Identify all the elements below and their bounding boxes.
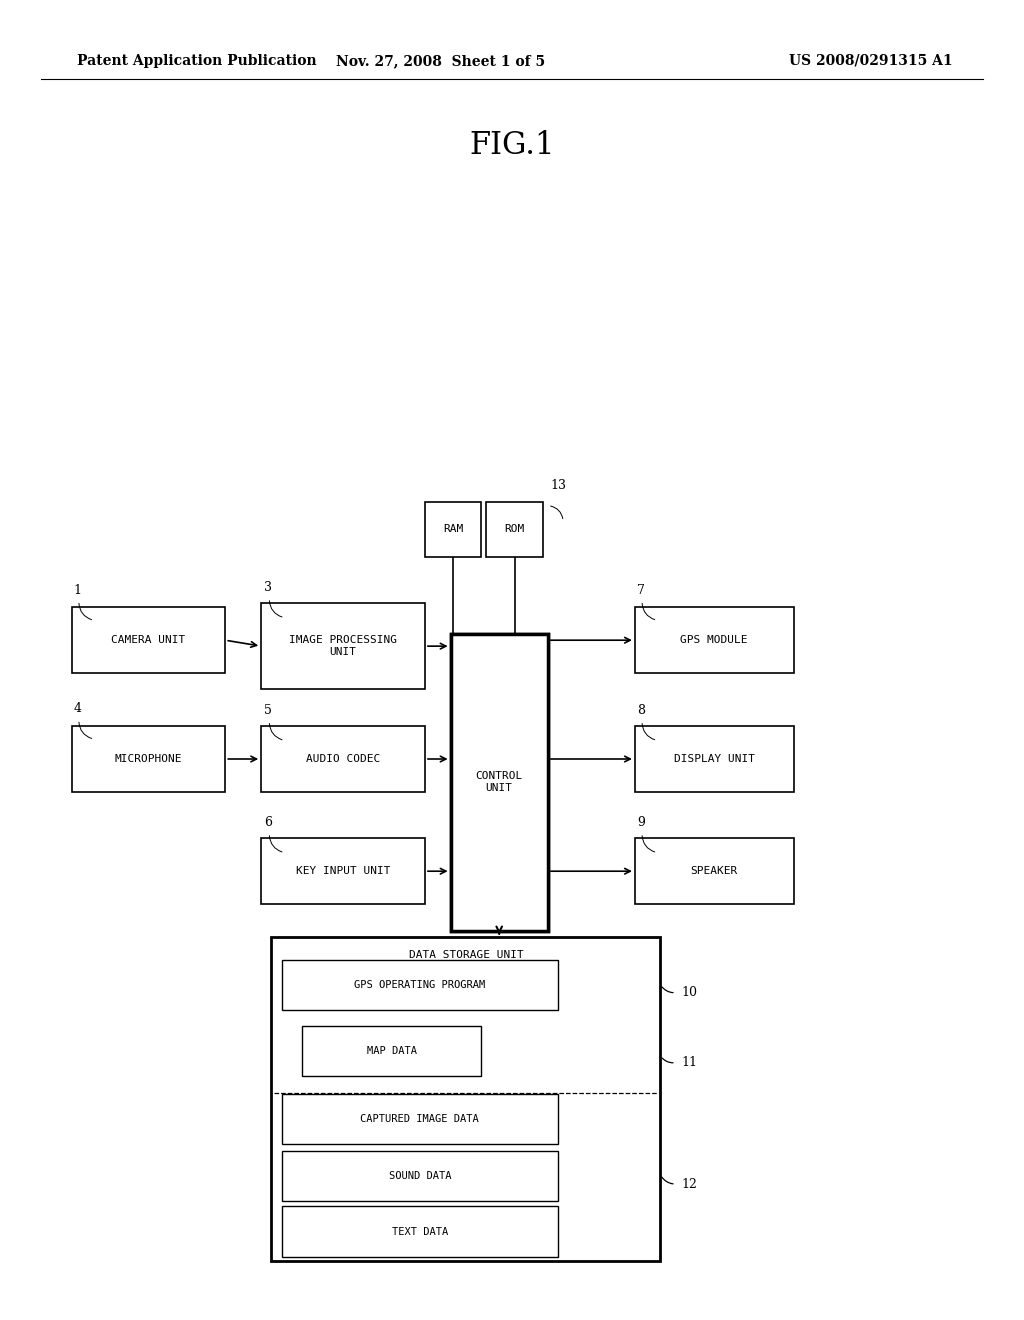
Text: 8: 8 [637, 704, 645, 717]
Text: 9: 9 [637, 816, 645, 829]
FancyBboxPatch shape [451, 634, 548, 931]
Text: 4: 4 [74, 702, 82, 715]
Text: SPEAKER: SPEAKER [690, 866, 738, 876]
FancyBboxPatch shape [261, 603, 425, 689]
Text: IMAGE PROCESSING
UNIT: IMAGE PROCESSING UNIT [289, 635, 397, 657]
FancyBboxPatch shape [282, 960, 558, 1010]
FancyBboxPatch shape [635, 607, 794, 673]
FancyBboxPatch shape [72, 726, 225, 792]
Text: DATA STORAGE UNIT: DATA STORAGE UNIT [409, 950, 523, 961]
FancyBboxPatch shape [635, 726, 794, 792]
Text: 1: 1 [74, 583, 82, 597]
FancyBboxPatch shape [282, 1094, 558, 1144]
Text: CONTROL
UNIT: CONTROL UNIT [475, 771, 523, 793]
Text: ROM: ROM [505, 524, 524, 535]
Text: Nov. 27, 2008  Sheet 1 of 5: Nov. 27, 2008 Sheet 1 of 5 [336, 54, 545, 67]
Text: DISPLAY UNIT: DISPLAY UNIT [674, 754, 755, 764]
FancyBboxPatch shape [72, 607, 225, 673]
Text: MAP DATA: MAP DATA [367, 1045, 417, 1056]
Text: US 2008/0291315 A1: US 2008/0291315 A1 [788, 54, 952, 67]
FancyBboxPatch shape [282, 1206, 558, 1257]
Text: MICROPHONE: MICROPHONE [115, 754, 182, 764]
FancyBboxPatch shape [486, 502, 543, 557]
Text: Patent Application Publication: Patent Application Publication [77, 54, 316, 67]
Text: 13: 13 [551, 479, 567, 492]
Text: 6: 6 [264, 816, 272, 829]
FancyBboxPatch shape [425, 502, 481, 557]
Text: KEY INPUT UNIT: KEY INPUT UNIT [296, 866, 390, 876]
Text: FIG.1: FIG.1 [469, 129, 555, 161]
Text: 12: 12 [681, 1177, 697, 1191]
Text: CAPTURED IMAGE DATA: CAPTURED IMAGE DATA [360, 1114, 479, 1125]
Text: AUDIO CODEC: AUDIO CODEC [306, 754, 380, 764]
Text: GPS MODULE: GPS MODULE [681, 635, 748, 645]
Text: 7: 7 [637, 583, 645, 597]
Text: SOUND DATA: SOUND DATA [388, 1171, 452, 1181]
Text: 3: 3 [264, 581, 272, 594]
Text: 10: 10 [681, 986, 697, 999]
FancyBboxPatch shape [261, 726, 425, 792]
Text: CAMERA UNIT: CAMERA UNIT [112, 635, 185, 645]
Text: 11: 11 [681, 1056, 697, 1069]
Text: RAM: RAM [443, 524, 463, 535]
FancyBboxPatch shape [271, 937, 660, 1261]
FancyBboxPatch shape [261, 838, 425, 904]
Text: 5: 5 [264, 704, 272, 717]
Text: TEXT DATA: TEXT DATA [392, 1226, 447, 1237]
FancyBboxPatch shape [635, 838, 794, 904]
FancyBboxPatch shape [282, 1151, 558, 1201]
Text: GPS OPERATING PROGRAM: GPS OPERATING PROGRAM [354, 979, 485, 990]
FancyBboxPatch shape [451, 634, 548, 931]
FancyBboxPatch shape [302, 1026, 481, 1076]
